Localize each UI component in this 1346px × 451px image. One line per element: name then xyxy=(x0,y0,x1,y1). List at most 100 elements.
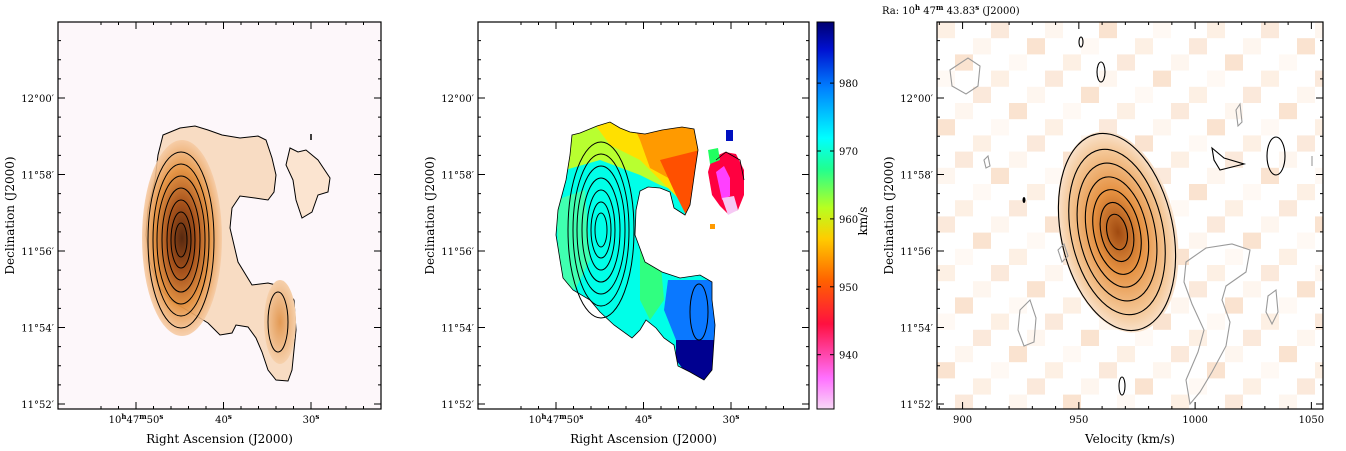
panel3-noise-tile xyxy=(1009,248,1027,265)
panel3-ytick-label: 12°00′ xyxy=(900,94,933,105)
panel3-noise-tile xyxy=(937,265,955,282)
panel3-noise-tile xyxy=(1027,86,1045,103)
panel2-xtick-label-part: s xyxy=(579,412,583,421)
panel1-ytick-label: 11°56′ xyxy=(21,247,54,258)
panel3-noise-tile xyxy=(1315,216,1323,233)
panel2-ylabel: Declination (J2000) xyxy=(423,156,437,274)
panel3-noise-tile xyxy=(937,313,955,330)
panel1-south-contour xyxy=(267,291,289,353)
panel3-noise-tile xyxy=(1153,70,1171,87)
panel3-noise-tile xyxy=(1315,362,1323,379)
panel3-noise-tile xyxy=(1243,232,1261,249)
panel3-negative-contour xyxy=(1183,243,1251,406)
colorbar-label: km/s xyxy=(856,207,870,236)
panel3-noise-tile xyxy=(1207,216,1225,233)
panel3-noise-tile xyxy=(1099,119,1117,136)
panel3-noise-tile xyxy=(955,200,973,217)
panel3-noise-tile xyxy=(1117,346,1135,363)
panel3-blob xyxy=(1022,197,1026,203)
panel3-noise-tile xyxy=(1135,329,1153,346)
panel3-blob xyxy=(1211,146,1247,171)
panel1-contour-level xyxy=(161,187,201,293)
panel1-east-clump xyxy=(285,147,331,219)
panel3-contour-level xyxy=(1105,213,1129,251)
panel1-contour-level xyxy=(156,175,206,305)
panel3-negative-contour xyxy=(1017,298,1037,347)
panel3-noise-tile xyxy=(1171,200,1189,217)
panel3-noise-tile xyxy=(1153,22,1171,39)
panel3-noise-tile xyxy=(1045,362,1063,379)
panel3-noise-tile xyxy=(1081,378,1099,395)
panel3-noise-tile xyxy=(1279,200,1297,217)
colorbar-tick-label: 970 xyxy=(839,147,858,158)
panel2-ytick-label: 11°56′ xyxy=(441,247,474,258)
panel3-noise-tile xyxy=(1225,151,1243,168)
panel3-noise-tile xyxy=(991,70,1009,87)
colorbar xyxy=(816,21,835,410)
panel3-noise-tile xyxy=(1243,378,1261,395)
panel3-noise-tile xyxy=(1225,200,1243,217)
panel3-noise-tile xyxy=(1225,297,1243,314)
panel2-east-contour xyxy=(715,151,745,181)
panel1-south-clump xyxy=(264,280,296,364)
panel1-ytick-label: 12°00′ xyxy=(21,94,54,105)
panel3-noise-tile xyxy=(1009,394,1027,409)
panel2-east-clump-core xyxy=(716,166,730,200)
panel1-ytick-label: 11°52′ xyxy=(21,400,54,411)
panel2-ytick-label: 11°54′ xyxy=(441,324,474,335)
panel3-noise-tile xyxy=(1225,394,1243,409)
panel3-noise-tile xyxy=(1261,265,1279,282)
panel3-header-part: Ra: 10 xyxy=(882,6,915,17)
panel3-xtick-label: 950 xyxy=(1069,415,1088,426)
panel1-xtick-label-part: 50 xyxy=(147,415,160,426)
panel3-noise-tile xyxy=(1189,86,1207,103)
panel3-noise-tile xyxy=(1117,394,1135,409)
panel3-noise-tile xyxy=(973,135,991,152)
panel3-noise-tile xyxy=(1009,297,1027,314)
panel3-noise-tile xyxy=(1279,54,1297,71)
panel3-ytick-label: 11°54′ xyxy=(900,324,933,335)
panel3-noise-tile xyxy=(1279,248,1297,265)
panel3-noise-tile xyxy=(1207,22,1225,39)
panel3-ylabel: Declination (J2000) xyxy=(882,156,896,274)
panel3-noise-tile xyxy=(1063,54,1081,71)
panel3-noise-tile xyxy=(1153,362,1171,379)
panel3-noise-tile xyxy=(955,346,973,363)
panel3-noise-tile xyxy=(1297,329,1315,346)
panel3-noise-tile xyxy=(1279,151,1297,168)
panel3-noise-tile xyxy=(1315,313,1323,330)
panel3-contour-level xyxy=(1076,162,1158,302)
panel3-noise-tile xyxy=(1207,313,1225,330)
panel3-noise-tile xyxy=(991,119,1009,136)
panel3-noise-tile xyxy=(1171,151,1189,168)
panel2-contour-level xyxy=(586,189,616,271)
panel3-noise-tile xyxy=(955,151,973,168)
panel3-noise-tile xyxy=(1171,297,1189,314)
panel3-noise-tile xyxy=(1009,346,1027,363)
panel3-noise-tile xyxy=(1135,378,1153,395)
panel3-header-part: m xyxy=(936,3,944,12)
panel3-ytick-label: 11°56′ xyxy=(900,247,933,258)
panel3-noise-tile xyxy=(1099,362,1117,379)
panel3-ytick-label: 11°52′ xyxy=(900,400,933,411)
panel2-ytick-label: 12°00′ xyxy=(441,94,474,105)
panel3-blob xyxy=(1266,136,1286,176)
panel3-noise-tile xyxy=(1081,38,1099,55)
panel3-noise-tile xyxy=(1279,297,1297,314)
panel2-xtick-label-part: 30 xyxy=(723,415,736,426)
panel3-header-part: s xyxy=(975,3,979,12)
panel3-noise-tile xyxy=(937,22,955,39)
panel1-core xyxy=(142,140,222,336)
panel3-noise-tile xyxy=(991,265,1009,282)
panel2-vel-988 xyxy=(676,340,715,380)
panel3-noise-tile xyxy=(1081,329,1099,346)
panel2-contour-level xyxy=(594,212,608,248)
panel1-xtick-label-part: 47 xyxy=(126,415,139,426)
panel3-noise-tile xyxy=(1243,86,1261,103)
panel3-noise-tile xyxy=(1135,86,1153,103)
panel3-noise-tile xyxy=(1297,184,1315,201)
panel3-noise-tile xyxy=(1117,103,1135,120)
panel3-noise-tile xyxy=(1045,70,1063,87)
colorbar-tick-label: 960 xyxy=(839,215,858,226)
panel2-xtick-label-part: h xyxy=(541,412,546,421)
